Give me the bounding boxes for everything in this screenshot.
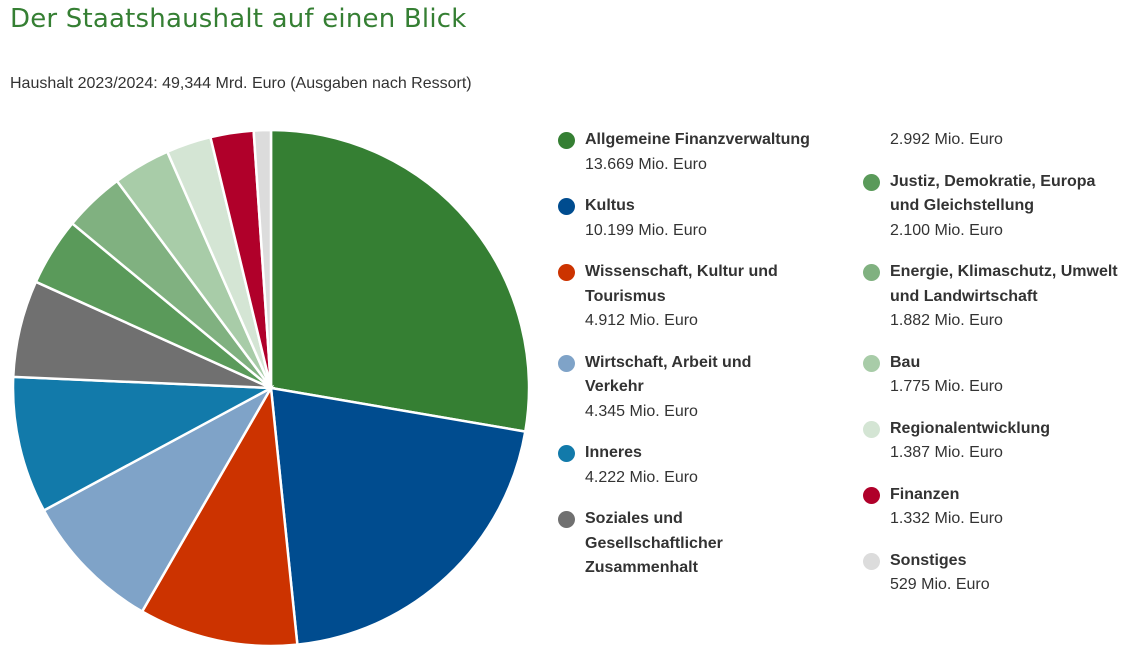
legend-swatch [863,264,880,281]
legend-item: Energie, Klimaschutz, Umwelt und Landwir… [863,260,1118,334]
legend-label: Sonstiges [890,551,967,569]
legend-value: 2.100 Mio. Euro [890,221,1003,239]
legend: Allgemeine Finanzverwaltung 13.669 Mio. E… [558,128,1118,598]
legend-item: Regionalentwicklung 1.387 Mio. Euro [863,417,1118,466]
legend-item: Wirtschaft, Arbeit und Verkehr 4.345 Mio.… [558,351,813,425]
legend-value: 1.882 Mio. Euro [890,312,1003,329]
legend-label: Finanzen [890,485,960,503]
legend-label: Energie, Klimaschutz, Umwelt und Landwir… [890,263,1118,305]
legend-swatch [558,445,575,462]
legend-label: Inneres [585,444,642,461]
legend-swatch [863,354,880,372]
legend-swatch [558,264,575,281]
chart-subtitle: Haushalt 2023/2024: 49,344 Mrd. Euro (Au… [10,75,472,92]
legend-value: 13.669 Mio. Euro [585,155,707,173]
legend-swatch [558,511,575,528]
legend-swatch [558,132,575,149]
legend-swatch [863,552,880,570]
legend-label: Kultus [585,197,635,214]
chart-title: Der Staatshaushalt auf einen Blick [10,4,467,34]
pie-slice [42,384,275,614]
legend-label: Soziales und Gesellschaftlicher Zusammen… [585,510,723,576]
legend-label: Bau [890,353,921,371]
legend-value: 4.222 Mio. Euro [585,468,698,486]
legend-value: 529 Mio. Euro [890,576,990,593]
legend-item: Allgemeine Finanzverwaltung 13.669 Mio. E… [558,128,813,177]
legend-item: Wissenschaft, Kultur und Tourismus 4.912 … [558,260,813,334]
pie-slice [269,386,527,647]
legend-value: 2.992 Mio. Euro [890,131,1003,148]
pie-slice [11,375,276,513]
legend-swatch [863,420,880,438]
legend-swatch [863,173,880,191]
legend-value: 1.332 Mio. Euro [890,510,1003,527]
legend-item: Soziales und Gesellschaftlicher Zusammen… [558,128,1118,598]
legend-item: Sonstiges 529 Mio. Euro [863,549,1118,598]
legend-item: Kultus 10.199 Mio. Euro [558,194,813,243]
legend-label: Regionalentwicklung [890,419,1051,437]
legend-label: Justiz, Demokratie, Europa und Gleichste… [890,172,1096,215]
legend-item: Justiz, Demokratie, Europa und Gleichste… [863,170,1118,244]
legend-label: Wissenschaft, Kultur und Tourismus [585,263,778,305]
legend-value: 1.775 Mio. Euro [890,378,1003,395]
legend-value: 4.912 Mio. Euro [585,312,698,329]
legend-item: Finanzen 1.332 Mio. Euro [863,483,1118,532]
pie-slice [269,128,531,434]
legend-swatch [863,486,880,504]
pie-slice [140,384,299,648]
legend-value: 1.387 Mio. Euro [890,444,1003,461]
legend-value: 10.199 Mio. Euro [585,221,707,239]
pie-slice [252,128,273,389]
legend-value: 4.345 Mio. Euro [585,402,698,420]
legend-label: Wirtschaft, Arbeit und Verkehr [585,353,752,396]
pie-chart [11,128,531,648]
legend-label: Allgemeine Finanzverwaltung [585,131,810,148]
legend-swatch [558,198,575,215]
legend-item: Bau 1.775 Mio. Euro [863,351,1118,400]
legend-item: Inneres 4.222 Mio. Euro [558,441,813,490]
legend-swatch [558,354,575,372]
